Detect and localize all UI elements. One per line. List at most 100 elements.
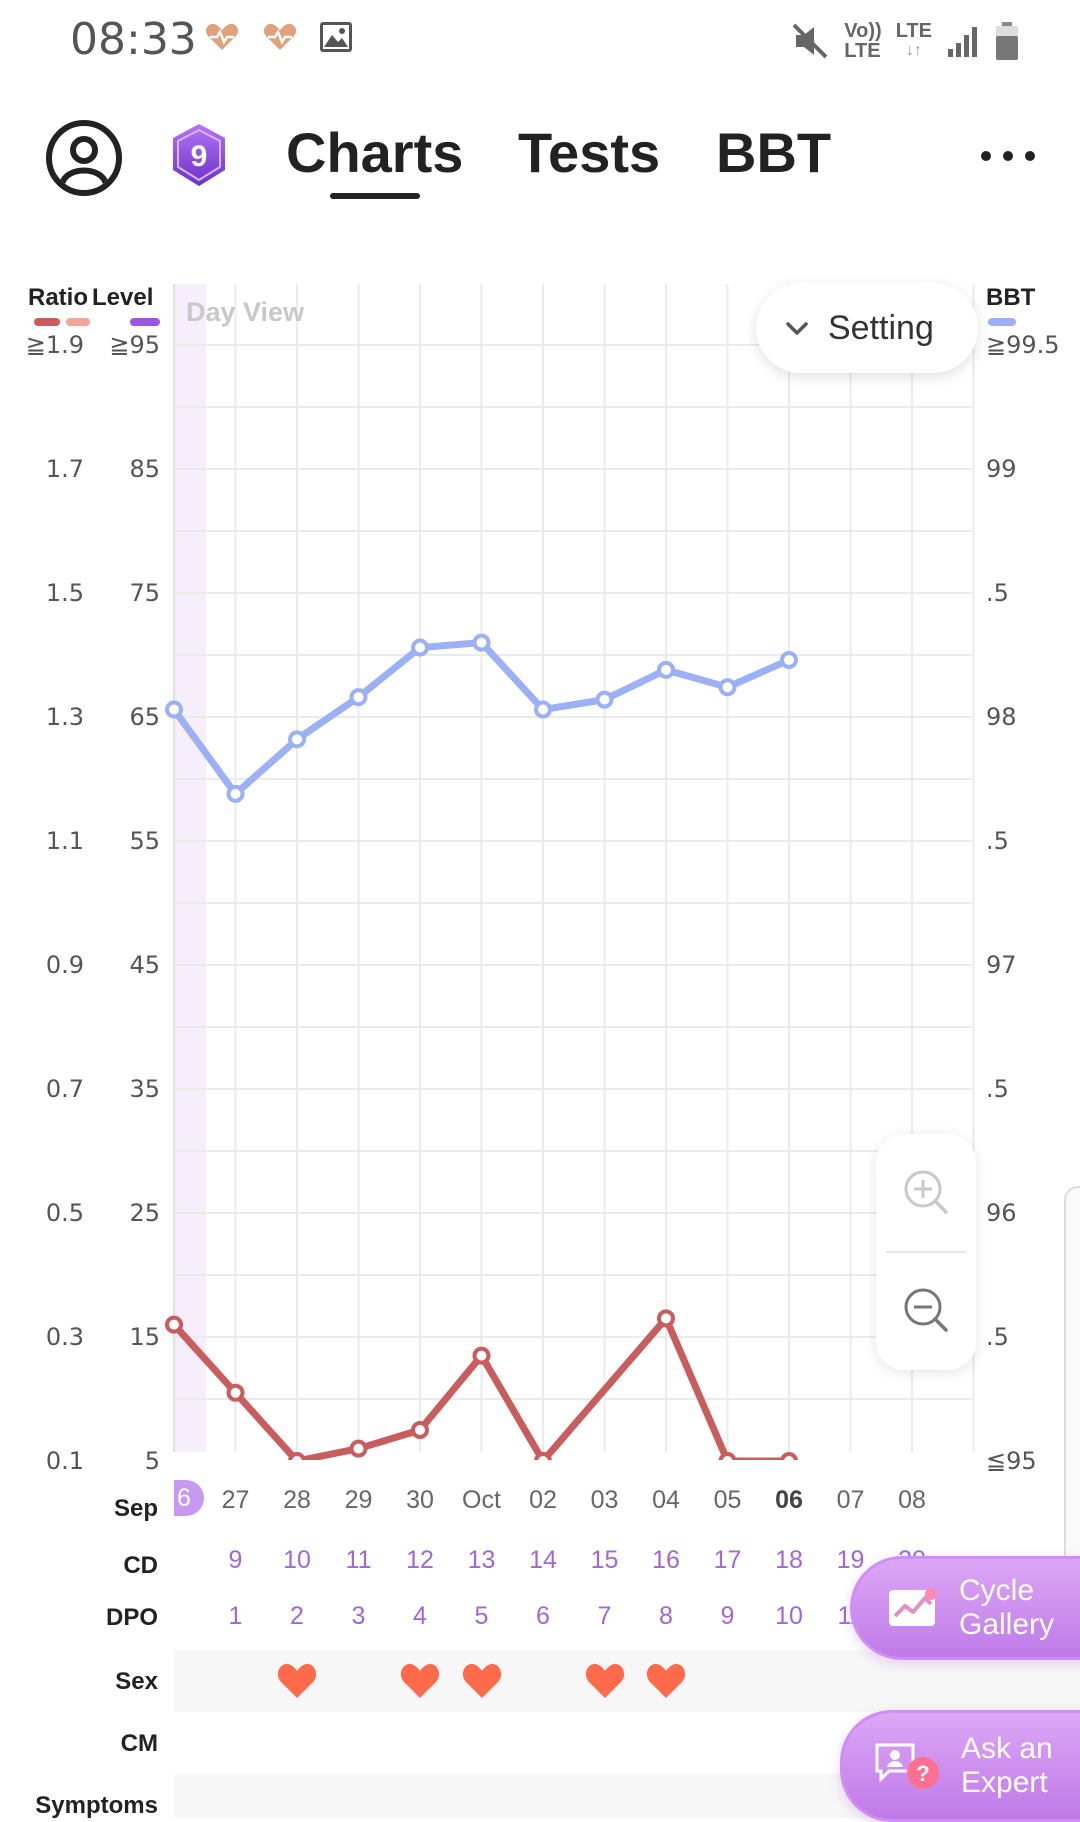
bbt-tick-label: 96 xyxy=(986,1199,1017,1227)
cd-value[interactable]: 15 xyxy=(590,1546,619,1574)
heart-icon[interactable] xyxy=(584,1662,626,1700)
date-label[interactable]: 29 xyxy=(344,1486,373,1514)
sex-row-band xyxy=(174,1650,1080,1712)
level-tick-label: 65 xyxy=(129,703,160,731)
date-label[interactable]: 30 xyxy=(406,1486,434,1514)
date-label[interactable]: 06 xyxy=(775,1486,803,1514)
bbt-point[interactable] xyxy=(780,650,798,669)
cd-value[interactable]: 12 xyxy=(406,1546,434,1574)
bbt-tick-label: 98 xyxy=(986,703,1017,731)
cd-value[interactable]: 16 xyxy=(652,1546,680,1574)
ratio-point[interactable] xyxy=(472,1346,491,1365)
ratio-point[interactable] xyxy=(288,1452,306,1460)
cd-value[interactable]: 9 xyxy=(228,1546,243,1574)
date-label[interactable]: 05 xyxy=(713,1486,742,1514)
dpo-value[interactable]: 5 xyxy=(474,1602,489,1630)
dpo-value[interactable]: 1 xyxy=(228,1602,243,1630)
heart-icon[interactable] xyxy=(645,1662,687,1700)
lte-data-indicator: LTE ↓↑ xyxy=(896,21,932,61)
dpo-value[interactable]: 3 xyxy=(351,1602,366,1630)
bbt-point[interactable] xyxy=(165,700,183,719)
ratio-point[interactable] xyxy=(165,1315,183,1334)
sex-row-label: Sex xyxy=(115,1668,158,1695)
tab-charts[interactable]: Charts xyxy=(286,121,464,184)
bbt-point[interactable] xyxy=(288,730,306,749)
heart-icon[interactable] xyxy=(399,1662,441,1700)
ratio-point[interactable] xyxy=(780,1452,798,1460)
date-label[interactable]: 08 xyxy=(898,1486,926,1514)
level-badge-icon[interactable]: 9 xyxy=(170,122,228,188)
date-label[interactable]: 07 xyxy=(836,1486,865,1514)
zoom-divider xyxy=(886,1251,966,1253)
ratio-series xyxy=(165,1309,798,1460)
zoom-in-icon[interactable] xyxy=(902,1168,950,1216)
volte-indicator: Vo)) LTE xyxy=(844,21,881,61)
badge-number: 9 xyxy=(191,140,208,173)
cd-value[interactable]: 13 xyxy=(467,1546,496,1574)
ratio-point[interactable] xyxy=(718,1452,737,1460)
cycle-gallery-label: Cycle Gallery xyxy=(959,1574,1055,1641)
cm-row-label: CM xyxy=(120,1730,158,1757)
cd-value[interactable]: 11 xyxy=(345,1546,372,1574)
cd-value[interactable]: 10 xyxy=(283,1546,311,1574)
dpo-value[interactable]: 4 xyxy=(413,1602,427,1630)
setting-button[interactable]: Setting xyxy=(756,283,978,373)
bbt-point[interactable] xyxy=(595,690,614,709)
ratio-point[interactable] xyxy=(226,1383,245,1402)
cd-value[interactable]: 18 xyxy=(775,1546,803,1574)
dpo-value[interactable]: 7 xyxy=(597,1602,612,1630)
dpo-value[interactable]: 6 xyxy=(536,1602,550,1630)
date-label[interactable]: 03 xyxy=(590,1486,619,1514)
bbt-point[interactable] xyxy=(411,638,429,657)
edge-panel-handle[interactable] xyxy=(1064,1186,1080,1590)
chart-gallery-icon xyxy=(889,1588,937,1626)
date-label[interactable]: 04 xyxy=(652,1486,680,1514)
bbt-point[interactable] xyxy=(657,660,675,679)
dpo-value[interactable]: 2 xyxy=(290,1602,304,1630)
bbt-tick-label: ≦95 xyxy=(986,1447,1037,1475)
tab-tests[interactable]: Tests xyxy=(518,121,661,184)
bbt-legend-swatch xyxy=(988,318,1016,326)
lte-text: LTE xyxy=(844,40,881,62)
cycle-gallery-button[interactable]: Cycle Gallery xyxy=(850,1556,1080,1660)
ratio-tick-label: 0.1 xyxy=(45,1447,84,1475)
signal-icon xyxy=(948,27,977,57)
level-tick-label: 45 xyxy=(129,951,160,979)
level-legend-title: Level xyxy=(92,284,154,311)
heart-icon[interactable] xyxy=(461,1662,503,1700)
level-tick-label: 15 xyxy=(129,1323,160,1351)
heart-icon[interactable] xyxy=(276,1662,318,1700)
tab-bbt[interactable]: BBT xyxy=(716,121,832,184)
date-label[interactable]: 27 xyxy=(221,1486,250,1514)
cd-value[interactable]: 19 xyxy=(836,1546,865,1574)
cd-value[interactable]: 17 xyxy=(713,1546,742,1574)
mute-icon xyxy=(792,23,828,59)
ratio-point[interactable] xyxy=(657,1309,675,1328)
dpo-value[interactable]: 9 xyxy=(720,1602,735,1630)
heart-monitor-icon xyxy=(205,23,239,50)
ratio-point[interactable] xyxy=(349,1439,368,1458)
date-label[interactable]: Oct xyxy=(462,1486,501,1514)
current-day-highlight xyxy=(174,284,206,1452)
zoom-out-icon[interactable] xyxy=(902,1286,950,1334)
date-label[interactable]: 28 xyxy=(283,1486,311,1514)
bbt-point[interactable] xyxy=(718,678,737,697)
dpo-value[interactable]: 8 xyxy=(659,1602,673,1630)
data-arrows-icon: ↓↑ xyxy=(905,42,922,59)
bbt-point[interactable] xyxy=(534,700,552,719)
bbt-point[interactable] xyxy=(349,688,368,707)
ratio-tick-label: 1.7 xyxy=(45,455,84,483)
bbt-point[interactable] xyxy=(472,633,491,652)
ratio-point[interactable] xyxy=(411,1421,429,1439)
ask-expert-button[interactable]: ? Ask an Expert xyxy=(840,1710,1080,1822)
cd-value[interactable]: 14 xyxy=(529,1546,557,1574)
day-view-label: Day View xyxy=(186,297,305,327)
dpo-value[interactable]: 10 xyxy=(775,1602,803,1630)
date-label[interactable]: 02 xyxy=(529,1486,557,1514)
profile-avatar-icon[interactable] xyxy=(46,120,122,196)
bbt-point[interactable] xyxy=(226,784,245,803)
ratio-legend-swatch-2 xyxy=(66,318,90,326)
more-horizontal-icon[interactable] xyxy=(978,148,1038,164)
ratio-point[interactable] xyxy=(534,1452,552,1460)
level-tick-label: 25 xyxy=(129,1199,160,1227)
